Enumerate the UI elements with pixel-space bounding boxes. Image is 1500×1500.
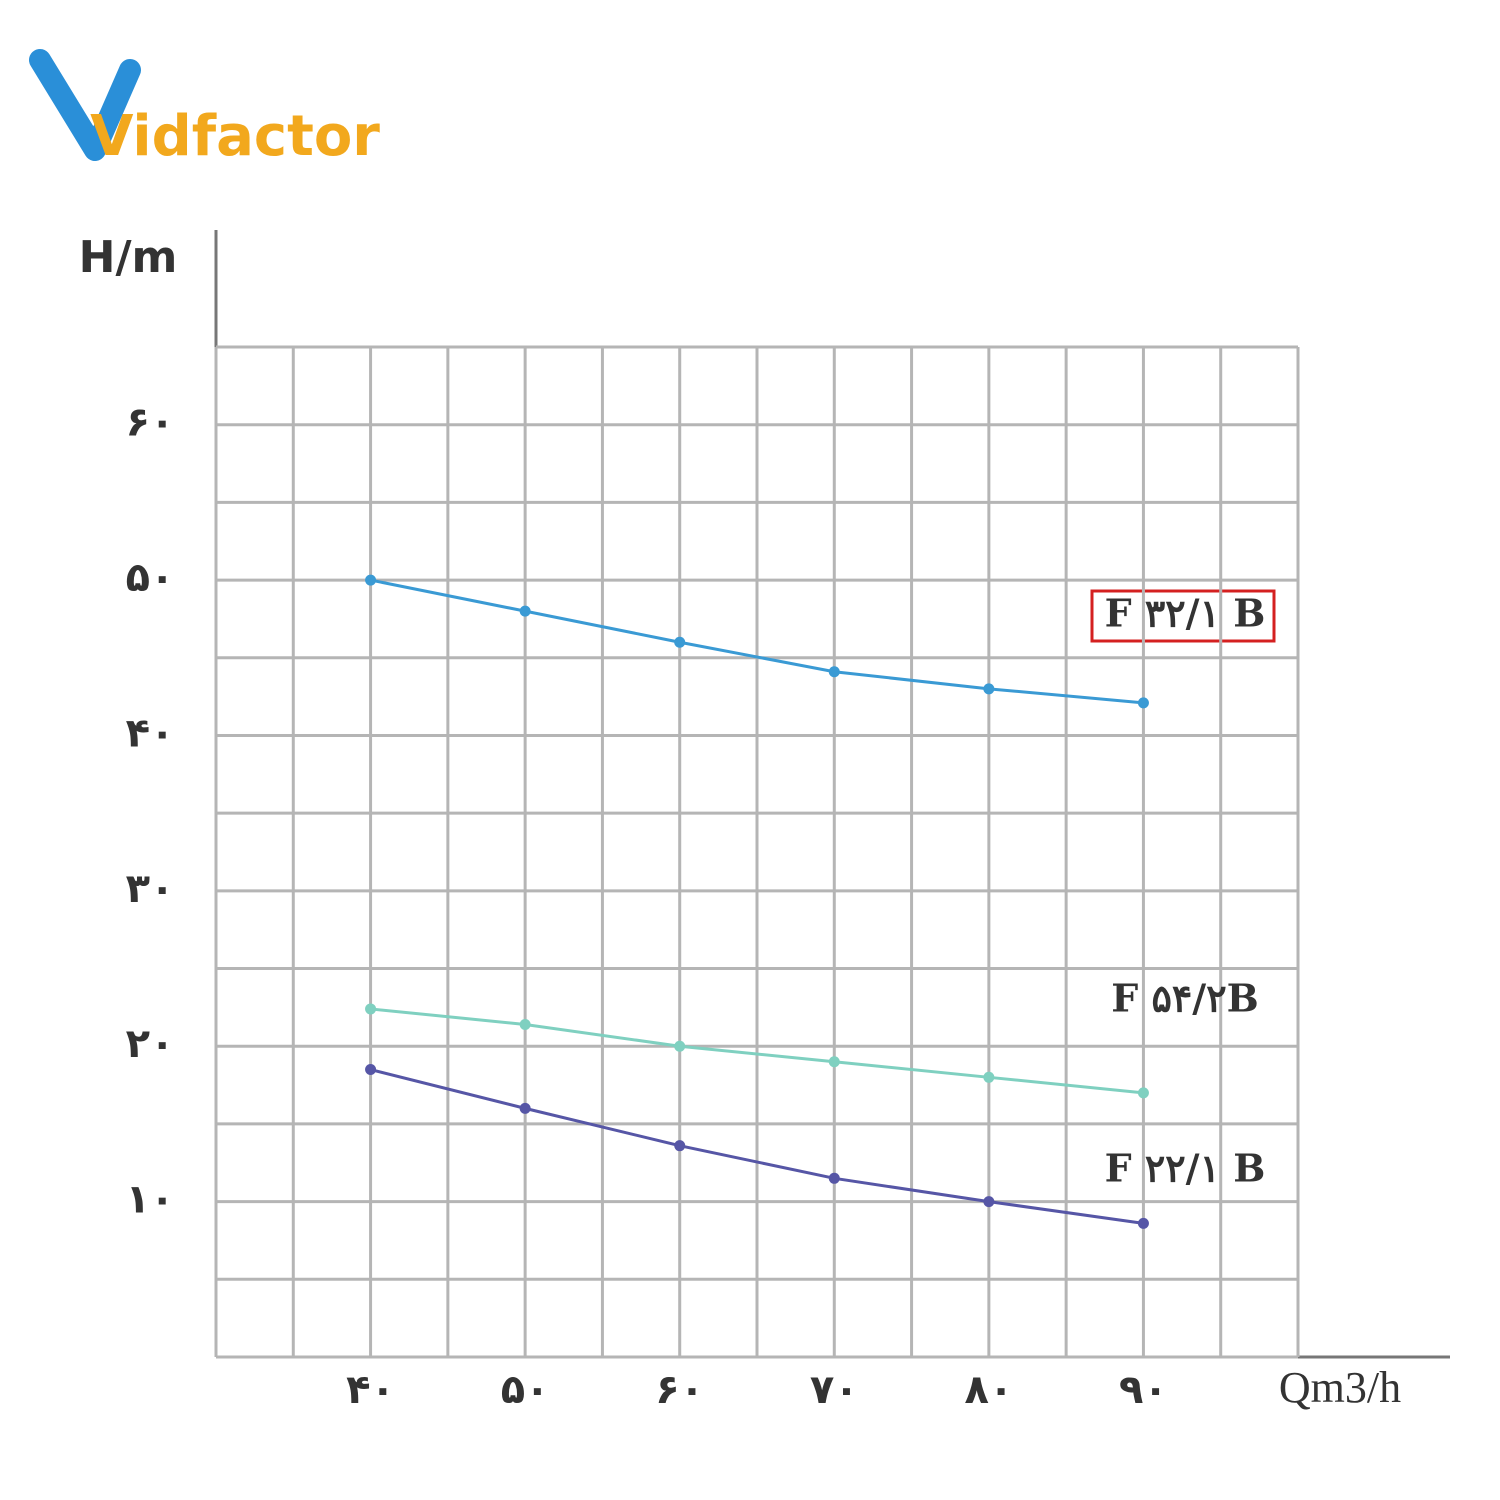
x-tick-label: ۶۰ bbox=[655, 1367, 704, 1413]
data-point bbox=[365, 1064, 377, 1076]
logo: Vidfactor bbox=[29, 49, 380, 169]
data-point bbox=[983, 1196, 995, 1208]
data-point bbox=[1137, 1217, 1149, 1229]
data-point bbox=[519, 1102, 531, 1114]
data-point bbox=[828, 666, 840, 678]
x-tick-label: ۷۰ bbox=[810, 1367, 859, 1413]
series-label: F ۳۲/۱ B bbox=[1105, 591, 1266, 636]
series-label: F ۲۲/۱ B bbox=[1105, 1146, 1266, 1191]
y-tick-label: ۲۰ bbox=[126, 1021, 175, 1067]
data-point bbox=[365, 1003, 377, 1015]
data-point bbox=[1137, 697, 1149, 709]
x-tick-label: ۹۰ bbox=[1119, 1367, 1168, 1413]
x-tick-label: ۴۰ bbox=[346, 1367, 395, 1413]
data-point bbox=[828, 1056, 840, 1068]
series-line bbox=[370, 1007, 1144, 1095]
series-line bbox=[370, 1068, 1144, 1225]
y-tick-label: ۳۰ bbox=[126, 866, 175, 912]
data-point bbox=[365, 574, 377, 586]
brand: Vidfactor bbox=[90, 104, 380, 169]
data-point bbox=[828, 1172, 840, 1184]
highlight-box bbox=[1090, 589, 1276, 643]
series-line bbox=[370, 578, 1144, 705]
data-point bbox=[983, 683, 995, 695]
data-point bbox=[674, 636, 686, 648]
x-axis-label: Qm3/h bbox=[1279, 1363, 1401, 1412]
data-point bbox=[519, 605, 531, 617]
x-tick-label: ۸۰ bbox=[964, 1367, 1013, 1413]
grid bbox=[214, 345, 1300, 1359]
data-point bbox=[674, 1140, 686, 1152]
y-tick-label: ۱۰ bbox=[126, 1177, 175, 1223]
data-point bbox=[674, 1040, 686, 1052]
y-axis-label: H/m bbox=[79, 232, 178, 283]
data-point bbox=[519, 1018, 531, 1030]
y-tick-label: ۵۰ bbox=[126, 555, 175, 601]
y-tick-label: ۶۰ bbox=[126, 400, 175, 446]
y-tick-label: ۴۰ bbox=[126, 710, 175, 756]
logo-mark bbox=[29, 49, 141, 161]
data-point bbox=[1137, 1087, 1149, 1099]
series-label: F ۵۴/۲B bbox=[1111, 976, 1258, 1021]
x-tick-label: ۵۰ bbox=[501, 1367, 550, 1413]
data-point bbox=[983, 1071, 995, 1083]
